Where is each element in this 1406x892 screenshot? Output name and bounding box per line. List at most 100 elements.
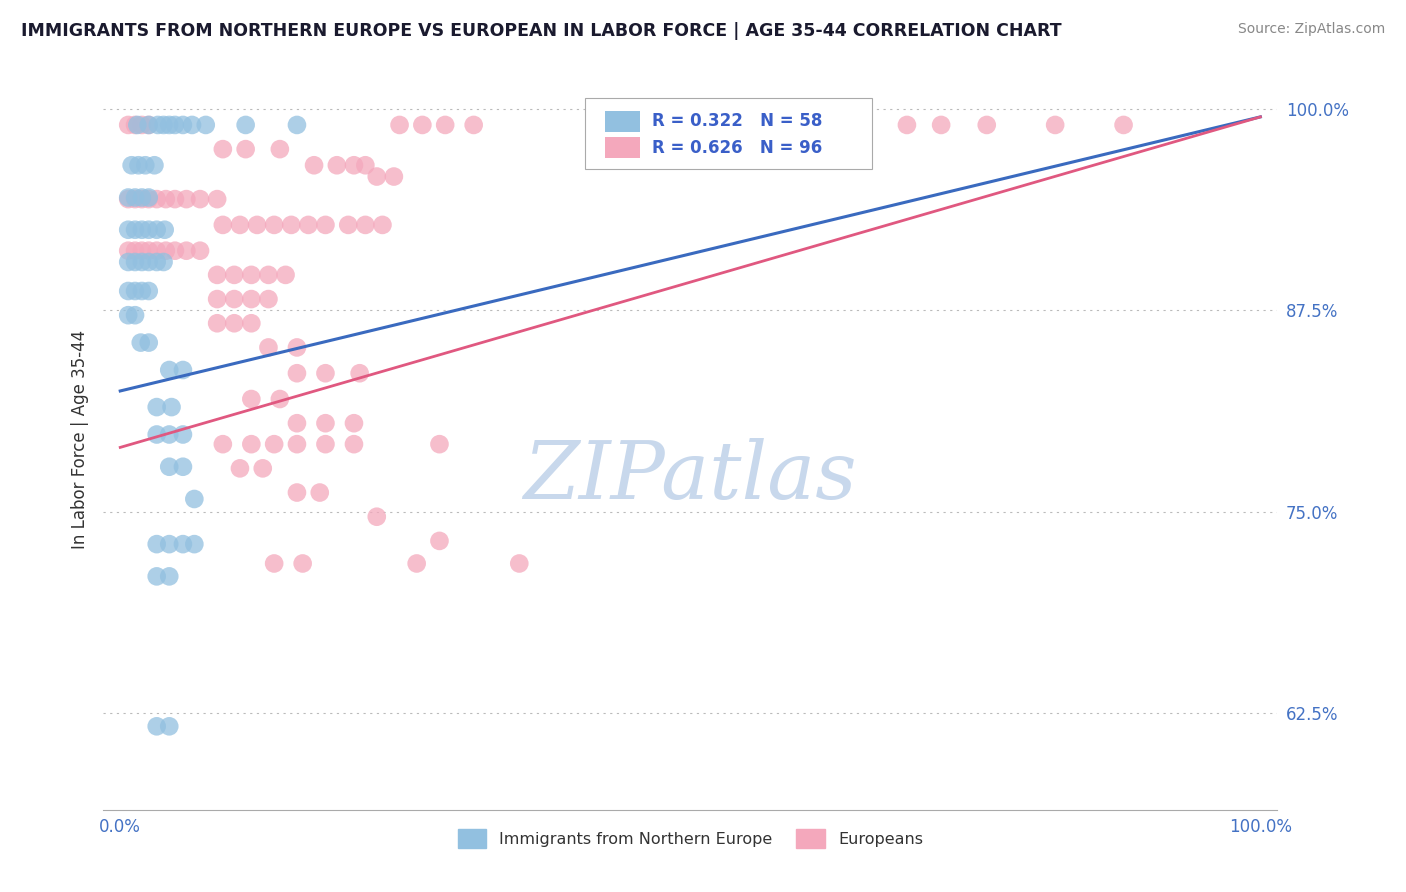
Point <box>157 459 180 474</box>
Point <box>429 533 451 548</box>
Point <box>145 427 167 442</box>
Point <box>160 400 183 414</box>
Point <box>257 292 280 306</box>
Point <box>463 118 485 132</box>
Point <box>138 244 160 258</box>
Point <box>155 244 177 258</box>
Point <box>172 427 194 442</box>
Point <box>121 158 143 172</box>
Point <box>134 158 156 172</box>
Point <box>246 218 269 232</box>
Point <box>117 190 139 204</box>
Point <box>152 118 174 132</box>
Point <box>117 308 139 322</box>
Point <box>117 118 139 132</box>
Point <box>157 118 180 132</box>
Legend: Immigrants from Northern Europe, Europeans: Immigrants from Northern Europe, Europea… <box>451 822 929 854</box>
Point <box>434 118 457 132</box>
Point <box>285 416 308 430</box>
Point <box>343 437 366 451</box>
Point <box>337 218 360 232</box>
Point <box>285 118 308 132</box>
Point <box>285 341 308 355</box>
Point <box>1112 118 1135 132</box>
Point <box>183 537 205 551</box>
Point <box>211 437 233 451</box>
Point <box>366 169 388 184</box>
Point <box>145 719 167 733</box>
Point <box>131 118 153 132</box>
Point <box>131 223 153 237</box>
Point <box>145 244 167 258</box>
Point <box>205 192 228 206</box>
Point <box>285 366 308 380</box>
Point <box>240 392 263 406</box>
Point <box>138 223 160 237</box>
Point <box>224 292 246 306</box>
Point <box>124 244 146 258</box>
FancyBboxPatch shape <box>585 98 872 169</box>
Point <box>183 491 205 506</box>
Point <box>263 557 285 571</box>
Point <box>145 223 167 237</box>
Point <box>851 118 873 132</box>
Point <box>211 142 233 156</box>
Point <box>124 118 146 132</box>
Point <box>124 223 146 237</box>
Point <box>188 192 211 206</box>
Point <box>240 316 263 330</box>
Point <box>157 363 180 377</box>
Point <box>205 316 228 330</box>
Point <box>349 366 371 380</box>
Point <box>145 400 167 414</box>
Point <box>124 190 146 204</box>
Point <box>145 537 167 551</box>
Point <box>405 557 427 571</box>
Point <box>229 461 252 475</box>
Point <box>285 485 308 500</box>
Point <box>172 459 194 474</box>
Point <box>896 118 918 132</box>
Point <box>291 557 314 571</box>
Point <box>146 118 169 132</box>
Point <box>145 569 167 583</box>
Text: R = 0.626   N = 96: R = 0.626 N = 96 <box>651 139 821 157</box>
Point <box>257 268 280 282</box>
Point <box>176 244 198 258</box>
Point <box>152 255 174 269</box>
Point <box>117 255 139 269</box>
Point <box>205 292 228 306</box>
Point <box>205 268 228 282</box>
Point <box>976 118 998 132</box>
Point <box>257 341 280 355</box>
Point <box>274 268 297 282</box>
Point <box>297 218 319 232</box>
Point <box>252 461 274 475</box>
Point <box>124 284 146 298</box>
Text: ZIPatlas: ZIPatlas <box>523 438 858 516</box>
Point <box>145 255 167 269</box>
Text: R = 0.322   N = 58: R = 0.322 N = 58 <box>651 112 823 130</box>
Point <box>124 308 146 322</box>
Point <box>269 142 291 156</box>
Point <box>354 218 377 232</box>
Point <box>188 244 211 258</box>
Point <box>131 255 153 269</box>
Point <box>382 169 405 184</box>
Point <box>131 284 153 298</box>
Point <box>163 244 186 258</box>
Point <box>411 118 433 132</box>
Point <box>263 437 285 451</box>
FancyBboxPatch shape <box>605 137 640 158</box>
FancyBboxPatch shape <box>605 111 640 131</box>
Point <box>181 118 204 132</box>
Point <box>131 192 153 206</box>
Point <box>145 192 167 206</box>
Point <box>117 192 139 206</box>
Text: IMMIGRANTS FROM NORTHERN EUROPE VS EUROPEAN IN LABOR FORCE | AGE 35-44 CORRELATI: IMMIGRANTS FROM NORTHERN EUROPE VS EUROP… <box>21 22 1062 40</box>
Point <box>229 218 252 232</box>
Point <box>124 192 146 206</box>
Point <box>314 437 336 451</box>
Point <box>117 223 139 237</box>
Point <box>366 509 388 524</box>
